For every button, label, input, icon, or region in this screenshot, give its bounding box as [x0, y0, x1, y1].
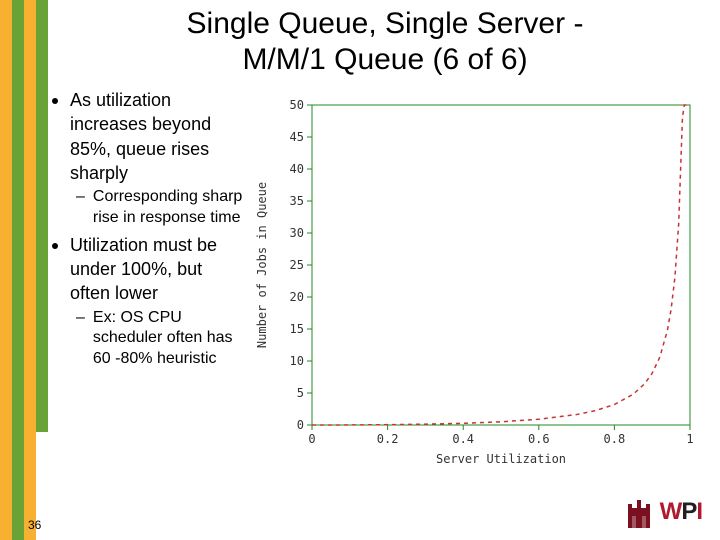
bullet-2: Utilization must be under 100%, but ofte…	[52, 233, 247, 306]
bullet-2-sub-1-text: Ex: OS CPU scheduler often has 60 -80% h…	[93, 308, 247, 370]
dash-icon: –	[76, 187, 85, 208]
svg-text:0.8: 0.8	[604, 432, 626, 446]
wpi-seal-icon	[624, 494, 654, 530]
wpi-logo-text: WPI	[660, 498, 702, 526]
bullet-2-text: Utilization must be under 100%, but ofte…	[70, 233, 247, 306]
bullet-dot-icon	[52, 98, 58, 104]
bullet-1-text: As utilization increases beyond 85%, que…	[70, 88, 247, 185]
svg-text:1: 1	[686, 432, 693, 446]
svg-text:0: 0	[297, 418, 304, 432]
svg-text:15: 15	[290, 322, 304, 336]
svg-text:Server Utilization: Server Utilization	[436, 452, 566, 466]
svg-text:5: 5	[297, 386, 304, 400]
svg-text:35: 35	[290, 194, 304, 208]
bullet-dot-icon	[52, 243, 58, 249]
slide-number: 36	[28, 518, 41, 532]
chart-svg: 00.20.40.60.8105101520253035404550Server…	[252, 95, 702, 475]
title-line-2: M/M/1 Queue (6 of 6)	[242, 43, 527, 76]
svg-text:Number of Jobs in Queue: Number of Jobs in Queue	[255, 182, 269, 348]
wpi-logo: WPI	[624, 494, 702, 530]
svg-text:0.6: 0.6	[528, 432, 550, 446]
bullet-1: As utilization increases beyond 85%, que…	[52, 88, 247, 185]
bullet-1-sub-1: – Corresponding sharp rise in response t…	[76, 187, 247, 229]
bullet-2-sub-1: – Ex: OS CPU scheduler often has 60 -80%…	[76, 308, 247, 370]
svg-text:40: 40	[290, 162, 304, 176]
decorative-stripes	[0, 0, 48, 540]
svg-text:0.4: 0.4	[452, 432, 474, 446]
bullet-content: As utilization increases beyond 85%, que…	[52, 88, 247, 374]
title-line-1: Single Queue, Single Server -	[187, 7, 584, 40]
dash-icon: –	[76, 308, 85, 329]
svg-text:50: 50	[290, 98, 304, 112]
svg-text:30: 30	[290, 226, 304, 240]
slide-title: Single Queue, Single Server - M/M/1 Queu…	[60, 6, 710, 78]
svg-text:45: 45	[290, 130, 304, 144]
svg-text:0: 0	[308, 432, 315, 446]
svg-text:20: 20	[290, 290, 304, 304]
svg-text:25: 25	[290, 258, 304, 272]
bullet-1-sub-1-text: Corresponding sharp rise in response tim…	[93, 187, 247, 229]
queue-chart: 00.20.40.60.8105101520253035404550Server…	[252, 95, 702, 475]
svg-text:0.2: 0.2	[377, 432, 399, 446]
svg-text:10: 10	[290, 354, 304, 368]
